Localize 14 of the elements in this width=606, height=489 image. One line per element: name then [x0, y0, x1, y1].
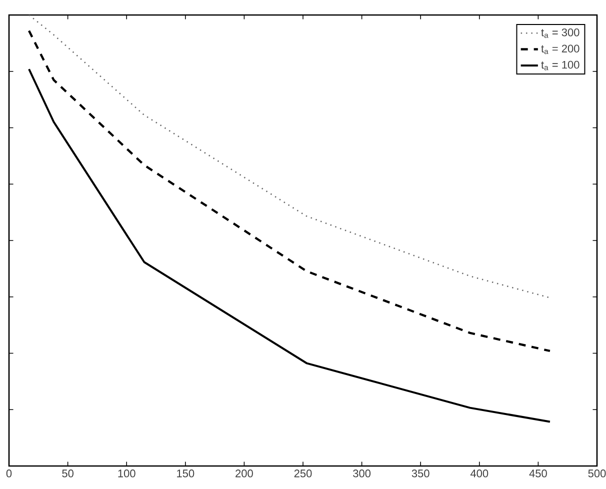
x-tick-label: 400	[470, 470, 488, 478]
x-tick-label: 100	[118, 470, 136, 478]
x-tick-label: 300	[353, 470, 371, 478]
legend-label: t$_{a}$ = 200	[541, 44, 580, 54]
x-tick-label: 0	[6, 470, 12, 478]
x-tick-label: 450	[529, 470, 547, 478]
x-tick-label: 200	[236, 470, 253, 478]
x-tick-label: 250	[294, 470, 312, 478]
x-tick-label: 500	[588, 470, 606, 478]
x-tick-label: 150	[177, 470, 194, 478]
legend-label: t$_{a}$ = 100	[541, 60, 580, 70]
legend-label: t$_{a}$ = 300	[541, 28, 580, 38]
x-tick-label: 50	[62, 470, 74, 478]
x-tick-label: 350	[412, 470, 430, 478]
